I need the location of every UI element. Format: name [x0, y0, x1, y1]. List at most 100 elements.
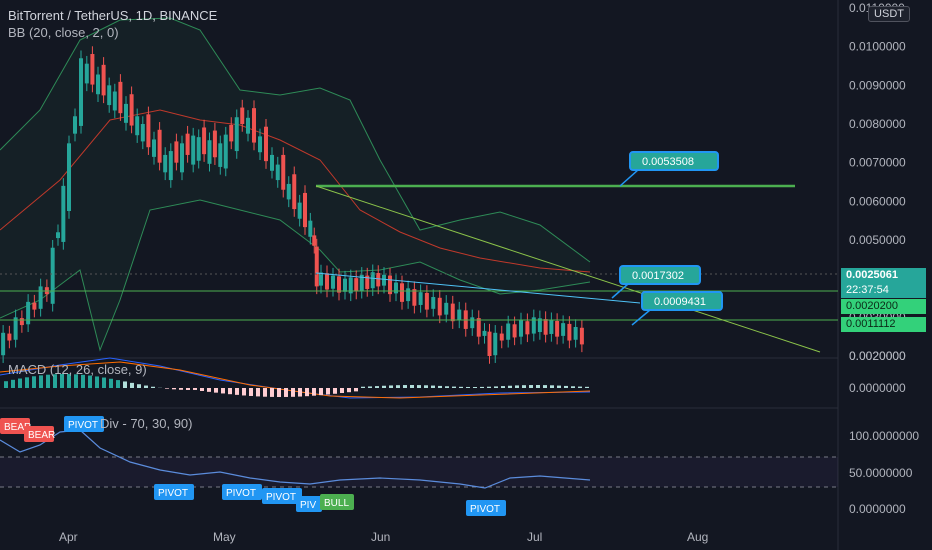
candle-body	[493, 332, 498, 356]
macd-histogram-bar	[319, 388, 323, 396]
macd-histogram-bar	[130, 382, 134, 388]
candle-body	[470, 317, 475, 329]
callout-pointer	[631, 309, 651, 326]
price-tick-label: 0.0080000	[849, 117, 906, 131]
rsi-signal-label: PIVOT	[158, 488, 188, 499]
bb-indicator-title[interactable]: BB (20, close, 2, 0)	[8, 25, 119, 40]
rsi-band-fill	[0, 457, 838, 487]
candle-body	[32, 302, 37, 310]
macd-histogram-bar	[333, 388, 337, 394]
candle-body	[365, 275, 370, 289]
macd-histogram-bar	[137, 384, 141, 388]
rsi-signal-label: PIVOT	[226, 488, 256, 499]
lower-trendline	[315, 272, 641, 304]
macd-histogram-bar	[410, 385, 414, 388]
macd-histogram-bar	[361, 386, 365, 388]
candle-body	[281, 154, 286, 190]
callout-label: 0.0053508	[642, 156, 694, 168]
macd-tick-label: 0.0020000	[849, 349, 906, 363]
candle-body	[196, 137, 201, 161]
candle-body	[343, 278, 347, 292]
candle-body	[450, 303, 455, 322]
macd-histogram-bar	[298, 388, 302, 397]
candle-body	[191, 135, 196, 165]
macd-histogram-bar	[403, 385, 407, 388]
candle-body	[129, 94, 134, 126]
candle-body	[499, 333, 504, 341]
candle-body	[1, 332, 6, 356]
macd-histogram-bar	[32, 376, 36, 388]
callout-pointer	[619, 169, 639, 187]
macd-histogram-bar	[571, 386, 575, 388]
time-tick-label: May	[213, 530, 236, 544]
candle-body	[531, 317, 536, 334]
rsi-signal-label-bg	[262, 488, 302, 504]
macd-histogram-bar	[284, 388, 288, 397]
rsi-tick-label: 50.0000000	[849, 466, 913, 480]
macd-histogram-bar	[487, 386, 491, 388]
time-tick-label: Aug	[687, 530, 708, 544]
candle-body	[96, 74, 100, 95]
candle-body	[314, 246, 319, 287]
macd-histogram-bar	[312, 388, 316, 396]
macd-histogram-bar	[95, 376, 99, 388]
candle-body	[555, 321, 560, 337]
candle-body	[202, 127, 207, 155]
macd-histogram-bar	[536, 385, 540, 388]
candle-body	[370, 272, 375, 289]
candle-body	[56, 232, 60, 239]
candle-body	[303, 192, 307, 228]
symbol-title[interactable]: BitTorrent / TetherUS, 1D, BINANCE	[8, 8, 218, 23]
candle-body	[412, 289, 417, 306]
candle-body	[270, 154, 274, 171]
macd-histogram-bar	[473, 386, 477, 388]
candle-body	[325, 273, 329, 290]
macd-histogram-bar	[109, 378, 113, 388]
macd-histogram-bar	[501, 386, 505, 388]
macd-histogram-bar	[347, 388, 351, 393]
candle-body	[519, 320, 523, 337]
candle-body	[67, 143, 71, 211]
rsi-signal-label: PIVOT	[470, 504, 500, 515]
candle-body	[140, 124, 145, 142]
candle-body	[118, 81, 123, 114]
time-tick-label: Jun	[371, 530, 390, 544]
candle-body	[331, 275, 335, 289]
macd-histogram-bar	[67, 374, 71, 388]
macd-histogram-bar	[480, 386, 484, 388]
rsi-signal-label-bg	[154, 484, 194, 500]
candle-body	[223, 134, 228, 169]
rsi-signal-label-bg	[222, 484, 262, 500]
bb-basis	[0, 109, 591, 273]
candle-body	[212, 130, 217, 158]
macd-histogram-bar	[354, 388, 358, 392]
rsi-tick-label: 100.0000000	[849, 429, 919, 443]
current-price-tag: 0.0025061	[841, 268, 926, 283]
candle-body	[444, 302, 449, 315]
bb-upper-band	[0, 17, 591, 263]
macd-histogram-bar	[214, 388, 218, 393]
rsi-signal-label: PIV	[300, 500, 316, 511]
macd-histogram-bar	[382, 385, 386, 388]
descending-trendline	[315, 185, 821, 353]
candle-body	[394, 282, 398, 294]
macd-histogram-bar	[452, 386, 456, 388]
macd-histogram-bar	[564, 385, 568, 388]
candle-body	[297, 202, 302, 219]
candle-body	[573, 327, 578, 340]
price-tick-label: 0.0070000	[849, 156, 906, 170]
macd-histogram-bar	[424, 385, 428, 388]
macd-histogram-bar	[116, 380, 120, 388]
macd-indicator-title[interactable]: MACD (12, 26, close, 9)	[8, 362, 147, 377]
candle-body	[246, 117, 250, 134]
candle-body	[73, 116, 77, 134]
time-tick-label: Jul	[527, 530, 542, 544]
candle-body	[180, 143, 184, 173]
price-tick-label: 0.0060000	[849, 194, 906, 208]
currency-button[interactable]: USDT	[868, 6, 910, 22]
candle-body	[152, 139, 156, 157]
rsi-indicator-title[interactable]: Div - 70, 30, 90)	[100, 416, 193, 431]
countdown-tag: 22:37:54	[841, 283, 926, 298]
candle-body	[292, 174, 297, 210]
